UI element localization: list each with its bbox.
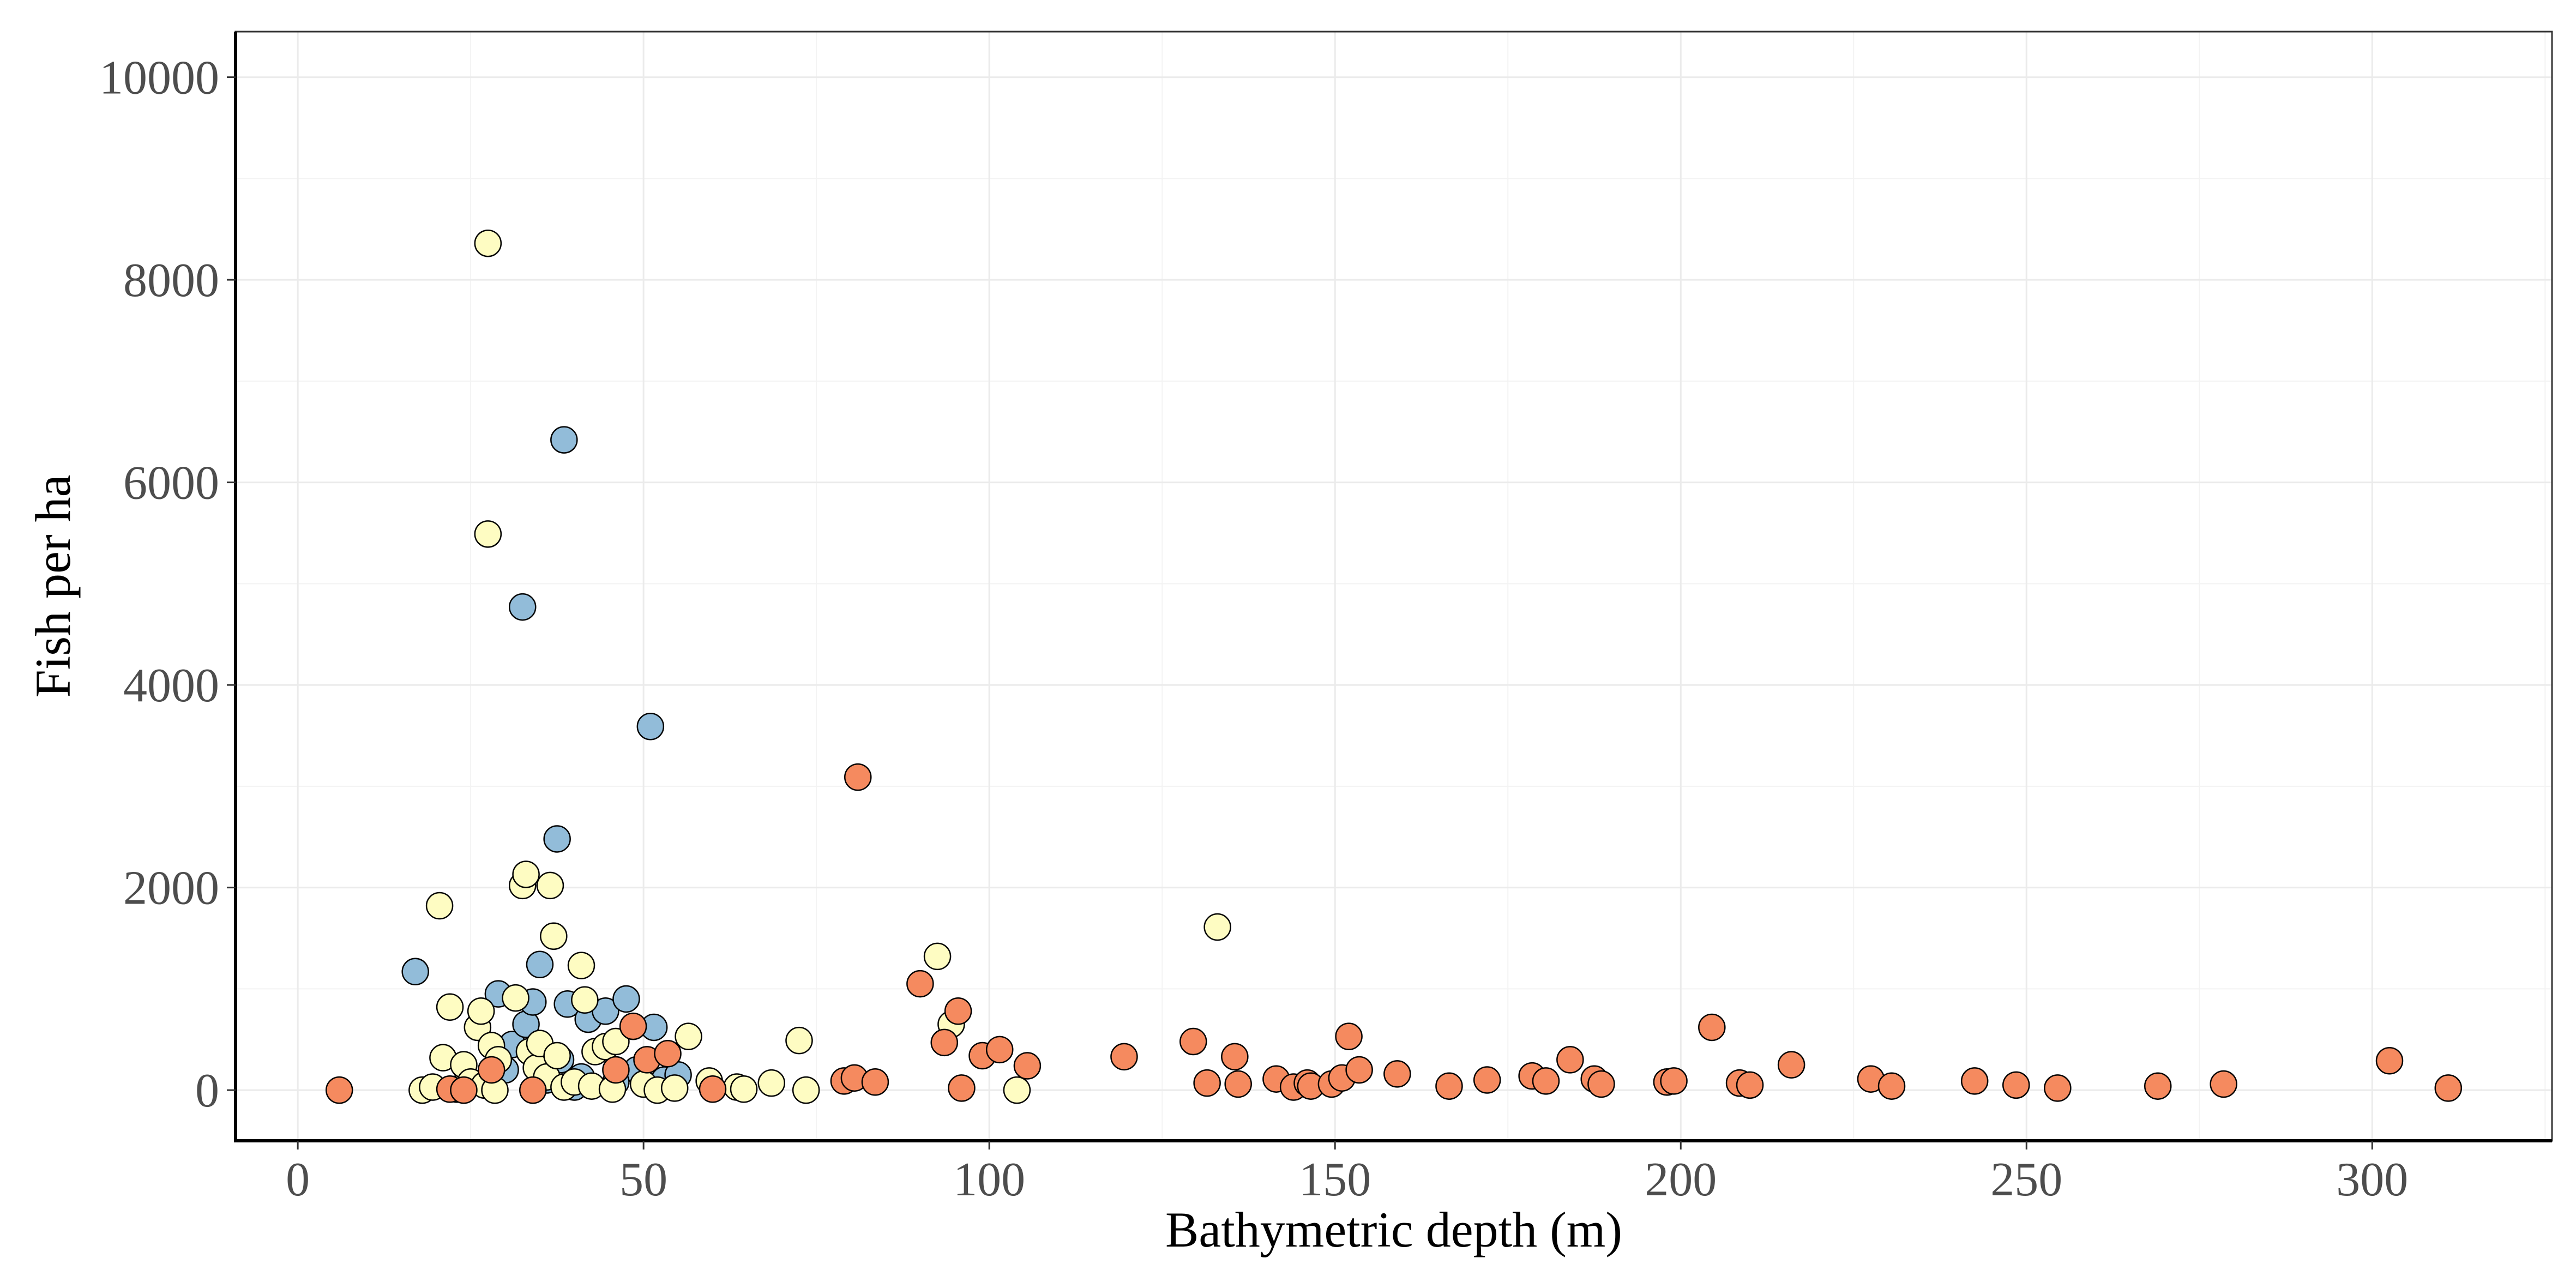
data-point-orange	[699, 1075, 727, 1103]
data-point-blue	[636, 713, 665, 741]
data-point-yellow	[425, 892, 454, 920]
data-point-blue	[526, 950, 554, 979]
data-point-orange	[1013, 1052, 1042, 1080]
data-point-yellow	[730, 1075, 758, 1103]
data-point-orange	[1556, 1046, 1584, 1074]
y-tick-label: 0	[195, 1064, 219, 1117]
data-point-yellow	[436, 993, 464, 1021]
data-point-yellow	[474, 229, 502, 257]
data-point-yellow	[923, 942, 952, 971]
data-point-orange	[1179, 1027, 1207, 1056]
data-point-orange	[654, 1040, 682, 1068]
data-point-orange	[2044, 1074, 2072, 1102]
x-tick-label: 300	[2336, 1153, 2408, 1206]
data-point-yellow	[571, 986, 599, 1014]
data-point-orange	[944, 997, 972, 1025]
data-point-blue	[508, 593, 537, 621]
x-tick-label: 50	[619, 1153, 667, 1206]
data-point-yellow	[602, 1027, 630, 1056]
y-tick-label: 10000	[99, 52, 219, 105]
data-point-yellow	[792, 1076, 820, 1104]
data-point-yellow	[757, 1069, 785, 1097]
data-point-orange	[1383, 1060, 1411, 1088]
data-point-yellow	[543, 1042, 571, 1070]
x-tick-label: 150	[1299, 1153, 1371, 1206]
y-tick-label: 8000	[123, 254, 219, 307]
x-axis-title: Bathymetric depth (m)	[1165, 1202, 1622, 1257]
data-point-blue	[612, 985, 640, 1013]
data-points	[325, 229, 2463, 1104]
data-point-yellow	[502, 984, 529, 1012]
y-tick-label: 2000	[123, 862, 219, 915]
data-point-orange	[1473, 1066, 1501, 1094]
series-yellow	[408, 229, 1231, 1104]
data-point-yellow	[785, 1026, 813, 1055]
series-orange	[325, 763, 2463, 1104]
data-point-orange	[477, 1056, 505, 1084]
data-point-yellow	[660, 1074, 689, 1102]
data-point-orange	[450, 1076, 478, 1104]
data-point-orange	[1960, 1067, 1989, 1095]
y-axis-title: Fish per ha	[25, 475, 81, 698]
data-point-yellow	[536, 871, 564, 900]
y-tick-label: 4000	[123, 659, 219, 712]
data-point-orange	[1660, 1067, 1688, 1095]
data-point-blue	[550, 426, 578, 454]
x-tick-label: 0	[286, 1153, 310, 1206]
data-point-orange	[1736, 1071, 1764, 1099]
data-point-orange	[619, 1012, 647, 1040]
data-point-orange	[2210, 1070, 2237, 1098]
data-point-yellow	[512, 860, 540, 888]
data-point-yellow	[1003, 1076, 1031, 1104]
data-point-orange	[1532, 1067, 1560, 1095]
data-point-blue	[401, 958, 429, 986]
x-tick-label: 200	[1645, 1153, 1717, 1206]
data-point-orange	[1335, 1022, 1363, 1050]
data-point-yellow	[567, 952, 595, 979]
data-point-orange	[1587, 1070, 1615, 1098]
data-point-orange	[906, 970, 934, 998]
y-tick-label: 6000	[123, 457, 219, 510]
data-point-orange	[948, 1074, 976, 1102]
data-point-orange	[325, 1076, 353, 1104]
data-point-blue	[543, 825, 571, 853]
data-point-orange	[1224, 1070, 1252, 1098]
axis-ticks: 0 50 100 150 200 250 300 0 2000 4000 6000 8000 10000	[99, 52, 2408, 1206]
data-point-orange	[1877, 1072, 1906, 1100]
data-point-orange	[930, 1028, 959, 1057]
data-point-yellow	[540, 922, 568, 950]
data-point-orange	[861, 1068, 889, 1096]
data-point-orange	[1110, 1043, 1138, 1071]
data-point-yellow	[675, 1022, 702, 1050]
data-point-orange	[2434, 1074, 2463, 1102]
data-point-orange	[844, 763, 872, 791]
data-point-orange	[1777, 1051, 1805, 1079]
data-point-orange	[1345, 1056, 1373, 1084]
data-point-orange	[1435, 1072, 1463, 1100]
data-point-yellow	[467, 997, 495, 1025]
data-point-orange	[1698, 1013, 1726, 1042]
data-point-orange	[2002, 1071, 2030, 1099]
data-point-yellow	[1203, 913, 1231, 941]
x-tick-label: 250	[1990, 1153, 2062, 1206]
data-point-orange	[519, 1076, 547, 1104]
data-point-orange	[985, 1036, 1014, 1064]
data-point-orange	[1221, 1043, 1249, 1071]
data-point-yellow	[474, 520, 502, 548]
data-point-orange	[2375, 1047, 2404, 1075]
x-tick-label: 100	[953, 1153, 1025, 1206]
data-point-orange	[1193, 1069, 1221, 1097]
data-point-orange	[2144, 1072, 2172, 1100]
data-point-orange	[602, 1056, 630, 1084]
